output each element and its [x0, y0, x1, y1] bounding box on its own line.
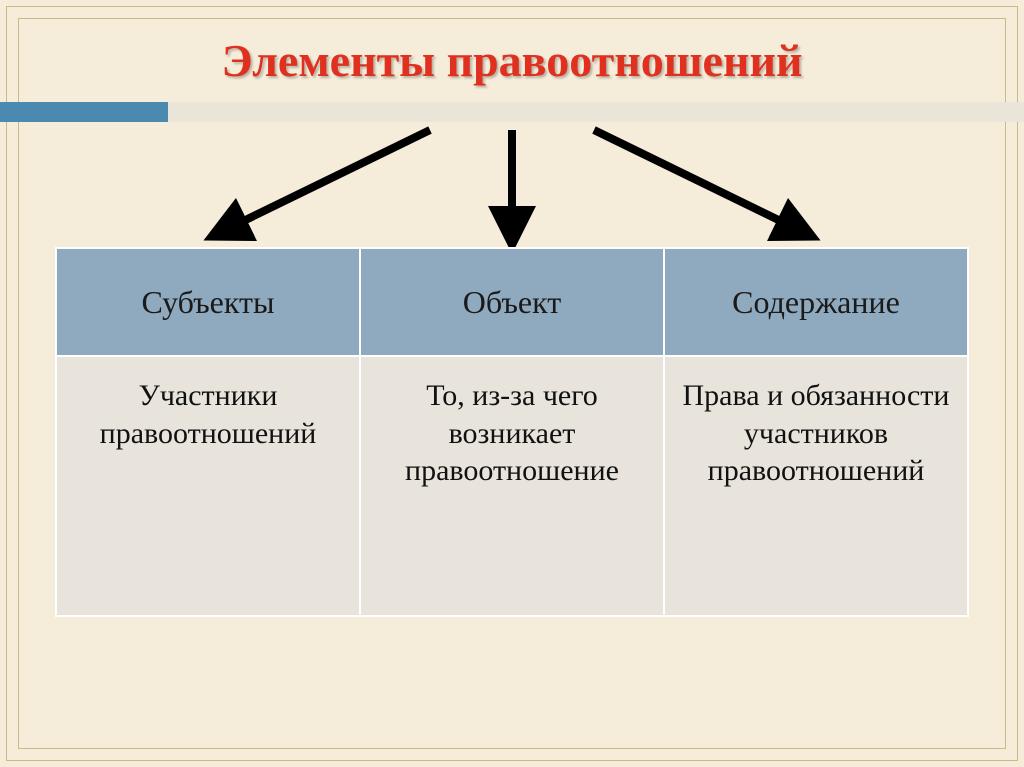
cell-object: То, из-за чего возникает правоотношение [360, 356, 664, 616]
table-header-row: Субъекты Объект Содержание [56, 248, 968, 356]
cell-content: Права и обязанности участников правоотно… [664, 356, 968, 616]
arrow-left [225, 130, 430, 230]
table-body-row: Участники правоотношений То, из-за чего … [56, 356, 968, 616]
arrows-group [0, 120, 1024, 250]
header-subjects: Субъекты [56, 248, 360, 356]
header-content: Содержание [664, 248, 968, 356]
elements-table: Субъекты Объект Содержание Участники пра… [55, 247, 969, 617]
header-object: Объект [360, 248, 664, 356]
title-rule [0, 102, 1024, 122]
rule-accent [0, 102, 168, 122]
arrow-right [594, 130, 799, 230]
arrows-svg [0, 120, 1024, 260]
elements-table-wrap: Субъекты Объект Содержание Участники пра… [55, 247, 969, 617]
cell-subjects: Участники правоотношений [56, 356, 360, 616]
